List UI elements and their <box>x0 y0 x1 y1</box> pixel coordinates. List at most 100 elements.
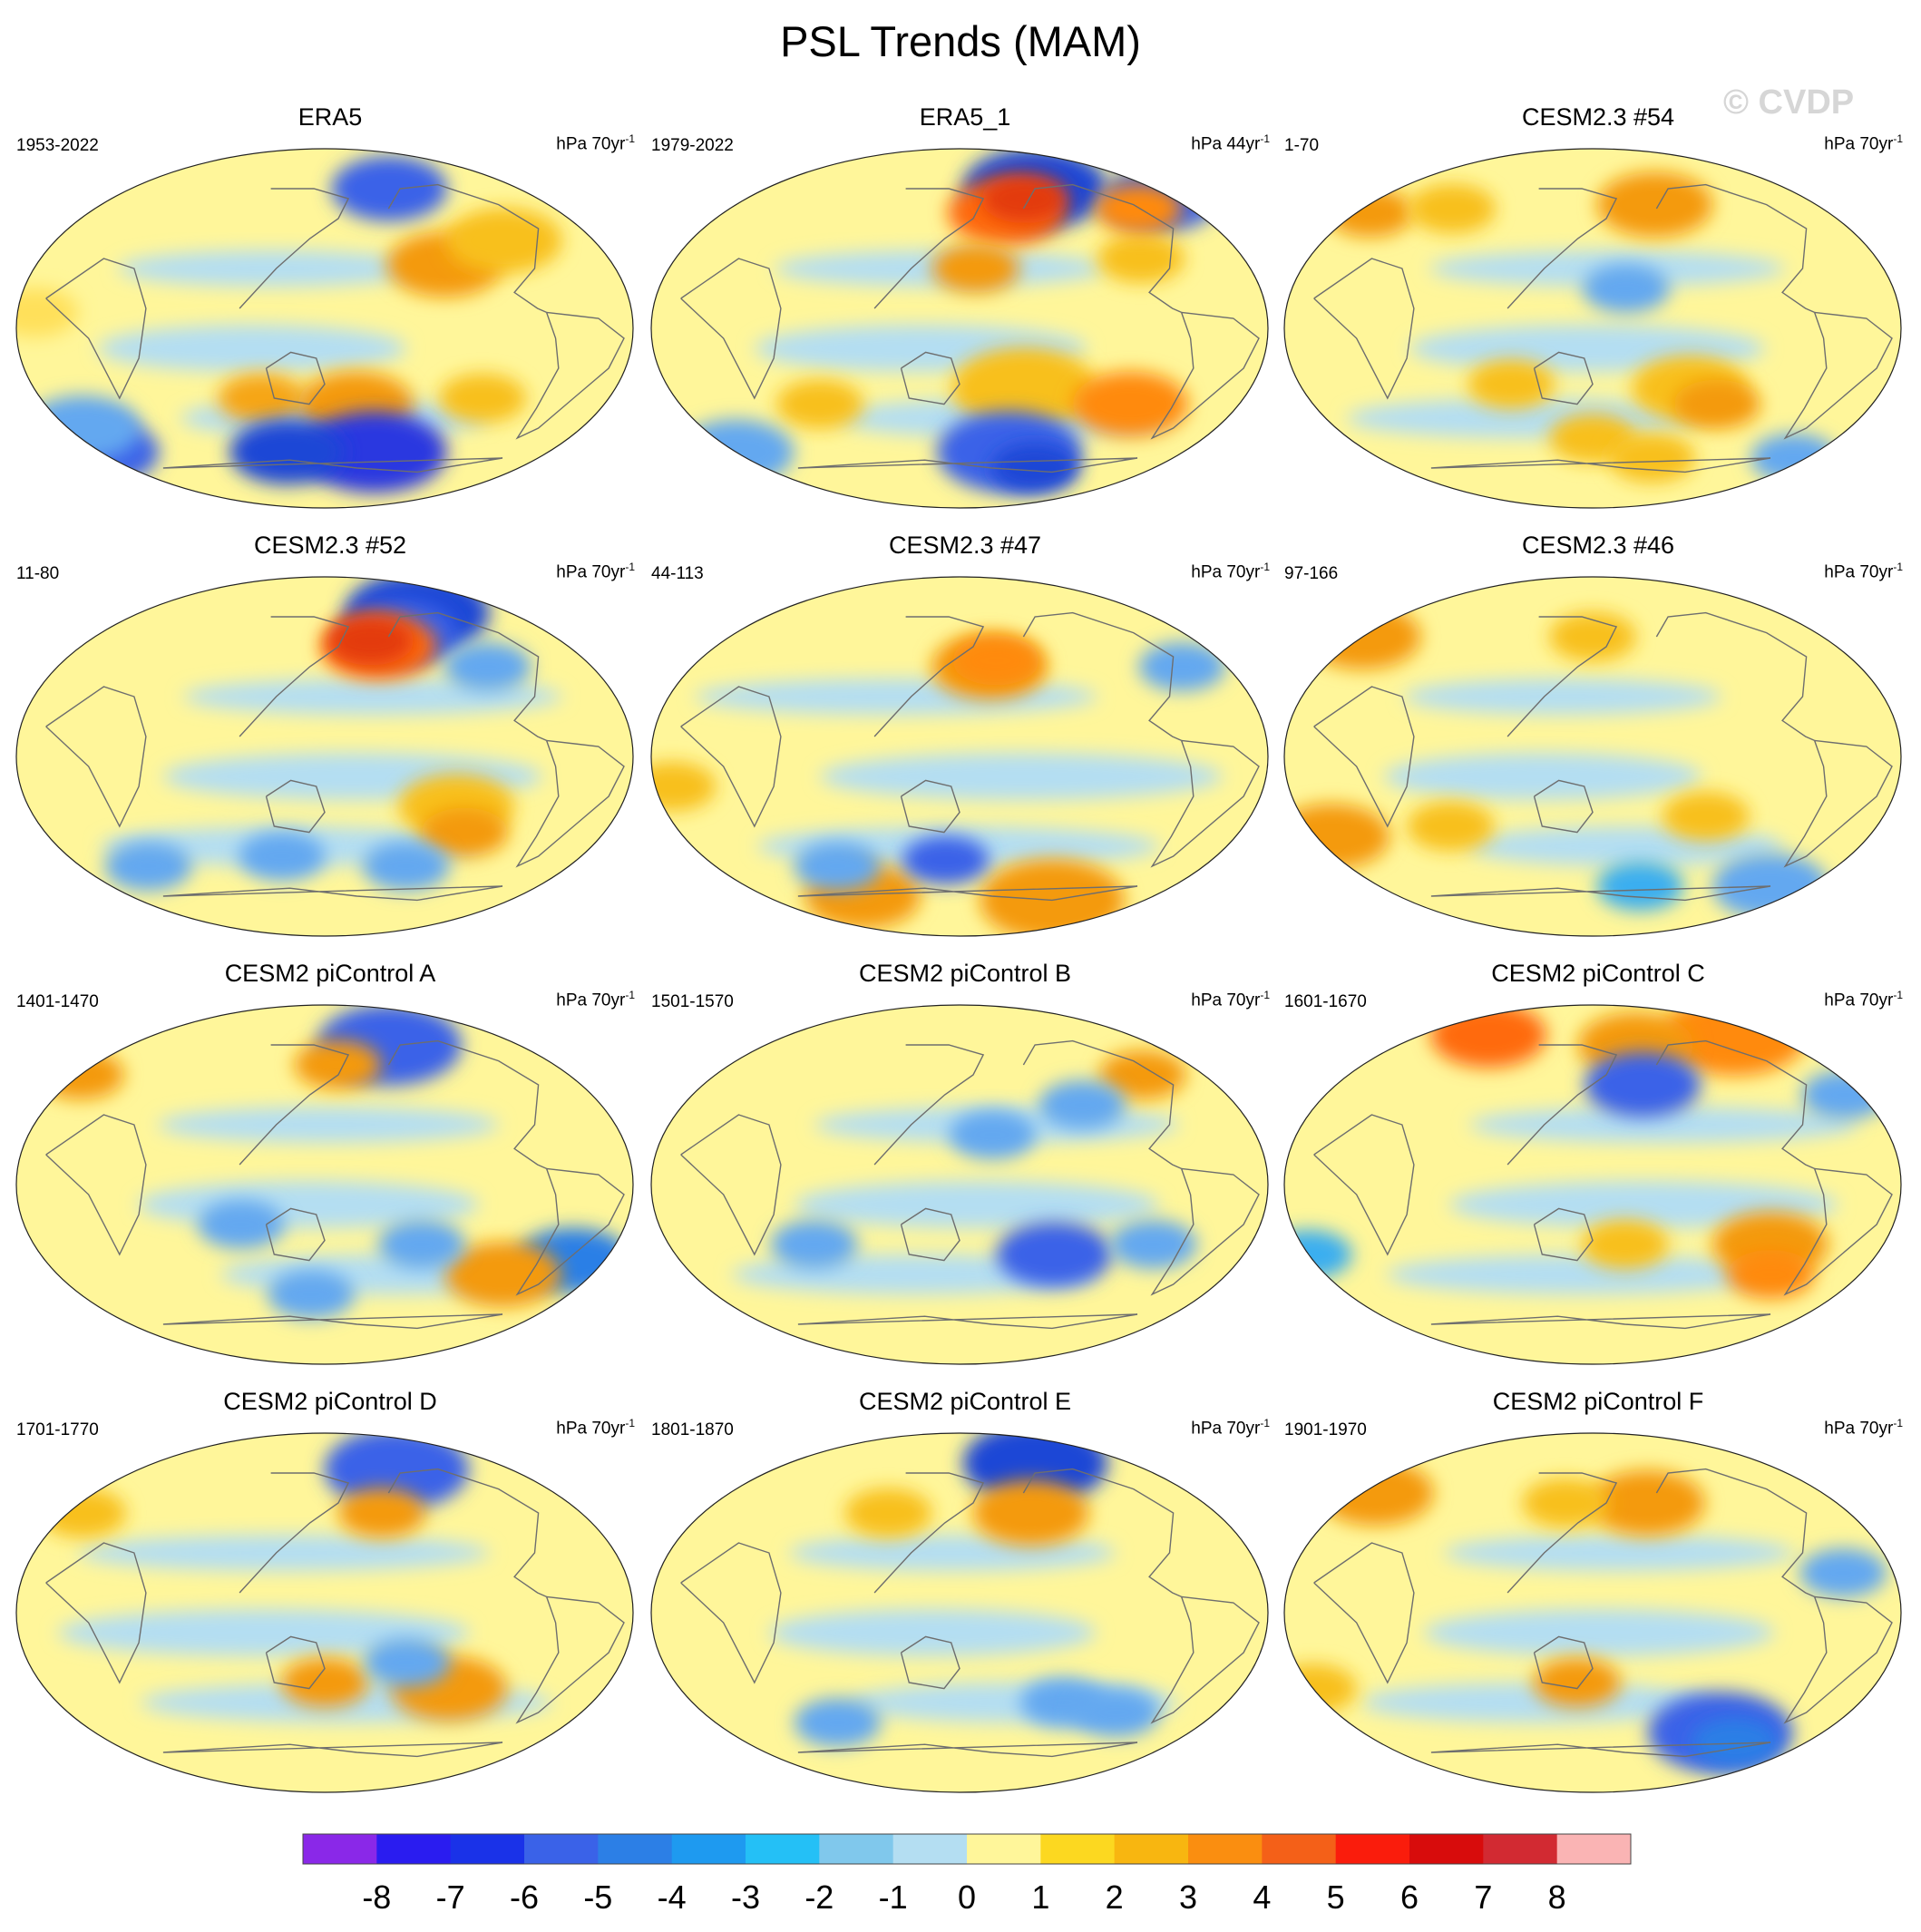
coastline <box>1430 1313 1771 1330</box>
map-svg <box>15 148 634 509</box>
trend-contour <box>1407 802 1495 851</box>
panel-units-base: hPa 70yr <box>556 1419 626 1439</box>
anomaly-band <box>1444 1535 1794 1571</box>
coastline <box>1655 1468 1815 1598</box>
trend-contour <box>444 642 531 691</box>
panel-units: hPa 70yr-1 <box>556 1417 635 1439</box>
coastline <box>1022 611 1182 742</box>
coastline <box>1533 1635 1594 1690</box>
coastline <box>1150 311 1260 440</box>
panel-years: 1953-2022 <box>16 136 99 155</box>
coastline <box>1533 1207 1594 1262</box>
panel-units-exponent: -1 <box>1260 561 1270 573</box>
panel-units-base: hPa 70yr <box>1191 990 1261 1010</box>
colorbar-box <box>819 1834 894 1864</box>
panel-title: CESM2 piControl E <box>858 1388 1072 1415</box>
panel-units: hPa 44yr-1 <box>1191 132 1270 154</box>
colorbar-tick-label: -6 <box>510 1878 539 1916</box>
panel-units-exponent: -1 <box>1260 1417 1270 1429</box>
panel-title: CESM2 piControl D <box>223 1388 437 1415</box>
panel-years: 1701-1770 <box>16 1420 99 1439</box>
colorbar-tick-label: -8 <box>362 1878 391 1916</box>
anomaly-band <box>58 1609 470 1656</box>
panel-title: CESM2 piControl A <box>224 960 436 987</box>
map-svg <box>15 576 634 937</box>
trend-contour <box>197 1200 285 1249</box>
coastline <box>515 1595 625 1724</box>
map-svg <box>15 1432 634 1793</box>
panel-years: 1979-2022 <box>651 136 734 155</box>
trend-contour <box>1691 1718 1779 1767</box>
trend-contour <box>1585 1052 1701 1117</box>
panel-units: hPa 70yr-1 <box>1191 989 1270 1010</box>
map-border <box>1283 576 1902 937</box>
coastline <box>1313 258 1415 400</box>
trend-contour <box>1549 612 1636 661</box>
trend-contour <box>439 374 526 423</box>
anomaly-band <box>118 250 426 287</box>
trend-contour <box>951 347 1097 429</box>
coastline <box>1022 1039 1182 1170</box>
trend-contour <box>1727 1250 1815 1299</box>
map-panel: CESM2 piControl B 1501-1570 hPa 70yr-1 <box>648 960 1282 1386</box>
trend-contour <box>362 842 450 891</box>
panel-units-base: hPa 70yr <box>1824 134 1894 154</box>
panel-units: hPa 70yr-1 <box>556 989 635 1010</box>
trend-contour <box>294 1040 382 1089</box>
coastline <box>1313 686 1415 828</box>
coastline <box>1655 183 1815 314</box>
panel-units-exponent: -1 <box>1893 561 1903 573</box>
map-panel: CESM2 piControl E 1801-1870 hPa 70yr-1 <box>648 1388 1282 1814</box>
trend-contour <box>1430 1005 1547 1068</box>
trend-contour <box>1072 1688 1160 1737</box>
trend-contour <box>949 1110 1037 1159</box>
coastline <box>239 1044 350 1166</box>
anomaly-band <box>78 1535 490 1571</box>
trend-contour <box>377 1220 465 1269</box>
coastline <box>387 1039 547 1170</box>
figure-title: PSL Trends (MAM) <box>780 17 1141 65</box>
coastline <box>45 258 147 400</box>
coastline <box>265 351 326 405</box>
trend-contour <box>104 842 192 891</box>
coastline <box>1533 351 1594 405</box>
trend-contour <box>1608 434 1696 483</box>
colorbar-tick-label: 2 <box>1106 1878 1124 1916</box>
coastline <box>1022 1468 1182 1598</box>
coastline <box>239 616 350 737</box>
anomaly-band <box>158 1107 499 1143</box>
coastline <box>1783 1595 1893 1724</box>
trend-contour <box>229 419 346 485</box>
map-svg <box>650 1432 1269 1793</box>
map-border <box>650 148 1269 509</box>
map-panel: CESM2.3 #46 97-166 hPa 70yr-1 <box>1281 532 1916 958</box>
coastline <box>1430 1742 1771 1758</box>
coastline <box>1507 1472 1618 1594</box>
coastline <box>1655 1039 1815 1170</box>
trend-contour <box>444 1242 561 1307</box>
map-svg <box>650 1004 1269 1365</box>
anomaly-band <box>789 1535 1116 1571</box>
trend-contour <box>1138 642 1226 691</box>
trend-contour <box>1596 171 1713 238</box>
trend-contour <box>1409 184 1497 233</box>
coastline <box>387 183 547 314</box>
coastline <box>45 1542 147 1684</box>
trend-contour <box>1801 1070 1889 1119</box>
panel-units-exponent: -1 <box>625 132 635 145</box>
panel-years: 1401-1470 <box>16 992 99 1011</box>
anomaly-band <box>820 753 1223 800</box>
panel-title: CESM2 piControl F <box>1492 1388 1704 1415</box>
panel-units-base: hPa 70yr <box>556 134 626 154</box>
colorbar-tick-label: 4 <box>1253 1878 1271 1916</box>
trend-contour <box>996 1222 1113 1287</box>
map-panel: CESM2 piControl A 1401-1470 hPa 70yr-1 <box>13 960 648 1386</box>
map-svg <box>1283 1432 1902 1793</box>
coastline <box>797 885 1138 902</box>
trend-contour <box>324 1433 470 1510</box>
panel-years: 44-113 <box>651 564 704 583</box>
panel-years: 1-70 <box>1284 136 1320 155</box>
colorbar-box <box>524 1834 599 1864</box>
map-panel: ERA5_1 1979-2022 hPa 44yr-1 <box>648 103 1282 530</box>
panel-title: CESM2.3 #54 <box>1521 103 1675 131</box>
